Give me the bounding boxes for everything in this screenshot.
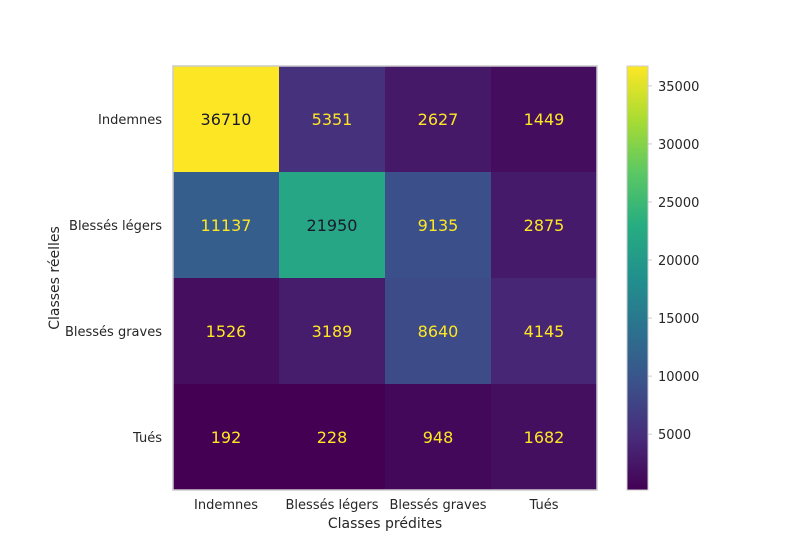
y-tick-label: Blessés graves — [65, 325, 162, 340]
cell-value-label: 2627 — [418, 110, 459, 129]
cell-value-label: 8640 — [418, 322, 459, 341]
heatmap-cell — [279, 172, 386, 279]
colorbar-tick-label: 30000 — [658, 138, 699, 153]
heatmap-cell — [385, 66, 492, 173]
cell-value-label: 192 — [211, 428, 242, 447]
colorbar — [627, 66, 648, 490]
cell-value-label: 21950 — [307, 216, 358, 235]
heatmap-cell — [385, 384, 492, 491]
cell-value-label: 948 — [423, 428, 454, 447]
heatmap-cell — [491, 278, 598, 385]
heatmap-cell — [279, 384, 386, 491]
y-tick-label: Blessés légers — [69, 219, 162, 234]
heatmap-frame — [172, 65, 598, 491]
heatmap-cell — [173, 278, 280, 385]
heatmap-cell — [173, 66, 280, 173]
heatmap-cell — [279, 278, 386, 385]
cell-value-label: 1526 — [206, 322, 247, 341]
x-tick-label: Blessés légers — [286, 498, 379, 513]
heatmap-cell — [385, 172, 492, 279]
colorbar-frame — [626, 65, 649, 491]
cell-value-label: 4145 — [524, 322, 565, 341]
heatmap-cell — [385, 278, 492, 385]
heatmap-cell — [173, 384, 280, 491]
heatmap-cell — [491, 172, 598, 279]
colorbar-tick-label: 20000 — [658, 254, 699, 269]
heatmap-cell — [491, 384, 598, 491]
cell-value-label: 1449 — [524, 110, 565, 129]
cell-value-label: 228 — [317, 428, 348, 447]
cell-value-label: 1682 — [524, 428, 565, 447]
colorbar-tick-label: 15000 — [658, 312, 699, 327]
y-tick-labels: Indemnes Blessés légers Blessés graves Tués — [65, 113, 162, 446]
cell-value-label: 9135 — [418, 216, 459, 235]
heatmap-cell — [173, 172, 280, 279]
cell-value-label: 11137 — [201, 216, 252, 235]
cell-value-label: 5351 — [312, 110, 353, 129]
heatmap-cells: 36710 5351 2627 1449 11137 21950 9135 2875 1526 3… — [173, 66, 598, 491]
y-tick-label: Indemnes — [98, 113, 162, 128]
colorbar-tick-label: 25000 — [658, 196, 699, 211]
cell-value-label: 3189 — [312, 322, 353, 341]
x-tick-label: Blessés graves — [389, 498, 486, 513]
colorbar-tick-label: 35000 — [658, 80, 699, 95]
x-tick-label: Indemnes — [194, 498, 258, 513]
colorbar-ticks: 5000 10000 15000 20000 25000 30000 35000 — [648, 80, 699, 443]
cell-value-label: 2875 — [524, 216, 565, 235]
x-tick-label: Tués — [529, 498, 559, 513]
cell-value-label: 36710 — [201, 110, 252, 129]
heatmap-cell — [491, 66, 598, 173]
y-axis-label: Classes réelles — [47, 226, 63, 330]
colorbar-tick-label: 5000 — [658, 428, 691, 443]
x-axis-label: Classes prédites — [328, 516, 442, 532]
y-tick-label: Tués — [132, 431, 162, 446]
heatmap-cell — [279, 66, 386, 173]
x-tick-labels: Indemnes Blessés légers Blessés graves Tués — [194, 498, 559, 513]
colorbar-tick-label: 10000 — [658, 370, 699, 385]
